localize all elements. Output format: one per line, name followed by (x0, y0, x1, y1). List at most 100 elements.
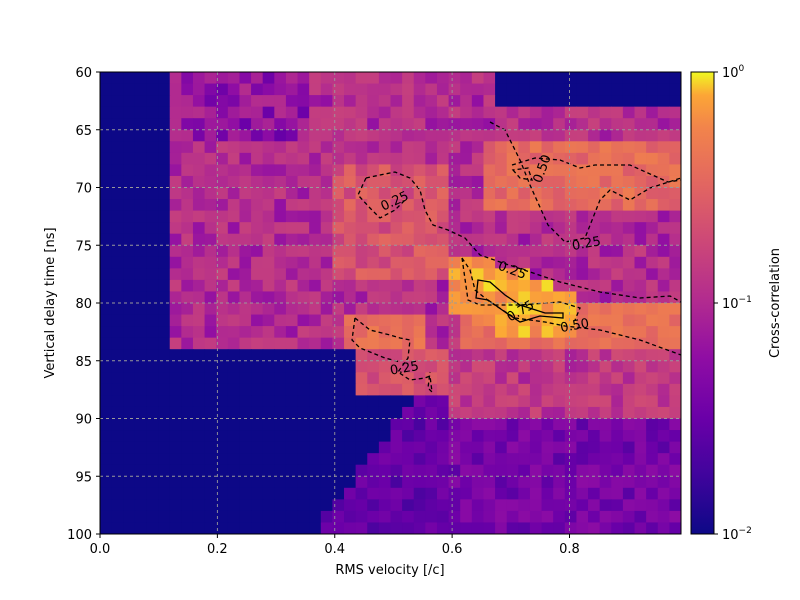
heatmap-cell (449, 291, 461, 303)
heatmap-cell (391, 153, 403, 165)
heatmap-cell (611, 107, 623, 119)
heatmap-cell (414, 222, 426, 234)
heatmap-cell (344, 303, 356, 315)
heatmap-cell (123, 257, 135, 269)
heatmap-cell (367, 488, 379, 500)
heatmap-cell (483, 153, 495, 165)
heatmap-cell (146, 349, 158, 361)
heatmap-cell (356, 395, 368, 407)
heatmap-cell (146, 395, 158, 407)
heatmap-cell (135, 488, 147, 500)
heatmap-cell (576, 419, 588, 431)
heatmap-cell (379, 95, 391, 107)
heatmap-cell (507, 522, 519, 534)
heatmap-cell (181, 268, 193, 280)
heatmap-cell (274, 211, 286, 223)
heatmap-cell (611, 338, 623, 350)
heatmap-cell (402, 107, 414, 119)
heatmap-cell (274, 315, 286, 327)
heatmap-cell (669, 141, 681, 153)
heatmap-cell (193, 303, 205, 315)
heatmap-cell (100, 372, 112, 384)
heatmap-cell (588, 84, 600, 96)
heatmap-cell (286, 199, 298, 211)
heatmap-cell (495, 430, 507, 442)
heatmap-cell (332, 141, 344, 153)
heatmap-cell (309, 107, 321, 119)
heatmap-cell (321, 430, 333, 442)
heatmap-cell (193, 268, 205, 280)
heatmap-cell (205, 349, 217, 361)
heatmap-cell (146, 280, 158, 292)
heatmap-cell (425, 280, 437, 292)
heatmap-cell (112, 130, 124, 142)
heatmap-cell (530, 419, 542, 431)
heatmap-cell (321, 176, 333, 188)
heatmap-cell (542, 72, 554, 84)
heatmap-cell (344, 164, 356, 176)
heatmap-cell (472, 407, 484, 419)
heatmap-cell (623, 280, 635, 292)
heatmap-cell (181, 95, 193, 107)
heatmap-cell (298, 84, 310, 96)
heatmap-cell (646, 522, 658, 534)
heatmap-cell (135, 291, 147, 303)
heatmap-cell (251, 95, 263, 107)
heatmap-cell (332, 372, 344, 384)
heatmap-cell (646, 303, 658, 315)
heatmap-cell (460, 315, 472, 327)
heatmap-cell (565, 476, 577, 488)
heatmap-cell (588, 176, 600, 188)
heatmap-cell (367, 326, 379, 338)
heatmap-cell (181, 522, 193, 534)
heatmap-cell (460, 84, 472, 96)
heatmap-cell (483, 442, 495, 454)
heatmap-cell (123, 118, 135, 130)
heatmap-cell (123, 442, 135, 454)
heatmap-cell (576, 291, 588, 303)
heatmap-cell (460, 349, 472, 361)
heatmap-cell (332, 164, 344, 176)
heatmap-cell (402, 257, 414, 269)
heatmap-cell (228, 488, 240, 500)
heatmap-cell (646, 199, 658, 211)
heatmap-cell (309, 211, 321, 223)
heatmap-cell (367, 338, 379, 350)
heatmap-cell (483, 465, 495, 477)
heatmap-cell (344, 211, 356, 223)
heatmap-cell (483, 419, 495, 431)
heatmap-cell (600, 465, 612, 477)
heatmap-cell (123, 280, 135, 292)
heatmap-cell (437, 349, 449, 361)
y-tick-label: 85 (75, 355, 92, 370)
heatmap-cell (298, 465, 310, 477)
heatmap-cell (402, 84, 414, 96)
heatmap-cell (472, 268, 484, 280)
heatmap-cell (542, 234, 554, 246)
heatmap-cell (669, 257, 681, 269)
heatmap-cell (309, 222, 321, 234)
heatmap-cell (588, 291, 600, 303)
heatmap-cell (181, 372, 193, 384)
heatmap-cell (251, 511, 263, 523)
heatmap-cell (437, 211, 449, 223)
heatmap-cell (205, 499, 217, 511)
heatmap-cell (356, 257, 368, 269)
heatmap-cell (135, 107, 147, 119)
heatmap-cell (391, 315, 403, 327)
heatmap-cell (170, 141, 182, 153)
heatmap-cell (542, 361, 554, 373)
heatmap-cell (332, 349, 344, 361)
heatmap-cell (542, 211, 554, 223)
heatmap-cell (193, 499, 205, 511)
heatmap-cell (170, 245, 182, 257)
heatmap-cell (251, 499, 263, 511)
heatmap-cell (216, 199, 228, 211)
heatmap-cell (170, 107, 182, 119)
heatmap-cell (646, 511, 658, 523)
heatmap-cell (228, 291, 240, 303)
heatmap-cell (379, 372, 391, 384)
heatmap-cell (274, 465, 286, 477)
heatmap-cell (332, 407, 344, 419)
heatmap-cell (332, 130, 344, 142)
